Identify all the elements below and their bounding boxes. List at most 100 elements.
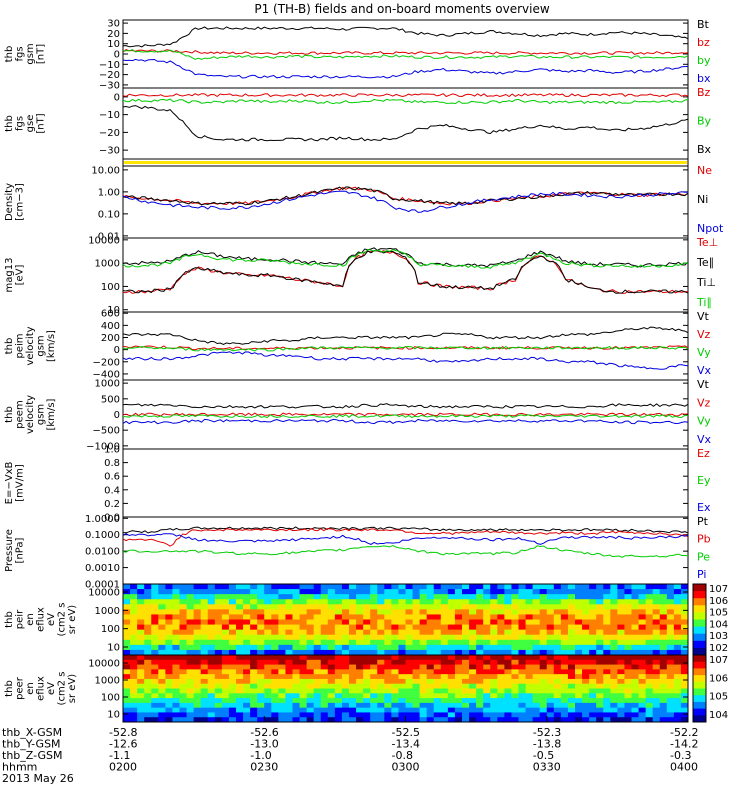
spectrogram-cell	[250, 674, 258, 680]
spectrogram-cell	[123, 659, 131, 666]
spectrogram-cell	[546, 624, 555, 631]
spectrogram-cell	[299, 669, 308, 675]
spectrogram-cell	[186, 664, 195, 670]
spectrogram-cell	[313, 683, 322, 689]
series-line	[122, 93, 689, 98]
spectrogram-cell	[617, 707, 625, 713]
spectrogram-cell	[589, 624, 597, 631]
spectrogram-cell	[193, 589, 202, 595]
spectrogram-cell	[469, 609, 477, 615]
spectrogram-cell	[214, 584, 223, 590]
spectrogram-cell	[285, 609, 293, 615]
spectrogram-cell	[186, 683, 195, 689]
spectrogram-cell	[624, 629, 632, 636]
spectrogram-cell	[462, 674, 470, 680]
spectrogram-cell	[313, 688, 322, 694]
spectrogram-cell	[631, 683, 640, 689]
spectrogram-cell	[271, 674, 279, 680]
spectrogram-cell	[476, 688, 484, 694]
spectrogram-cell	[299, 599, 308, 605]
spectrogram-cell	[525, 664, 534, 670]
spectrogram-cell	[440, 674, 449, 680]
spectrogram-cell	[264, 669, 272, 675]
spectrogram-cell	[624, 669, 632, 675]
spectrogram-cell	[271, 619, 279, 626]
spectrogram-cell	[327, 644, 336, 651]
spectrogram-cell	[567, 604, 576, 610]
spectrogram-cell	[257, 619, 265, 626]
spectrogram-cell	[165, 659, 173, 666]
colorbar-segment	[693, 594, 706, 599]
spectrogram-cell	[603, 629, 611, 636]
spectrogram-cell	[313, 594, 322, 600]
spectrogram-cell	[645, 619, 654, 626]
spectrogram-cell	[532, 655, 541, 661]
spectrogram-cell	[405, 693, 414, 699]
spectrogram-cell	[377, 664, 385, 670]
spectrogram-cell	[511, 698, 519, 704]
spectrogram-cell	[221, 698, 230, 704]
spectrogram-cell	[377, 594, 385, 600]
spectrogram-cell	[250, 594, 258, 600]
spectrogram-cell	[546, 659, 555, 666]
spectrogram-cell	[228, 599, 237, 605]
series-line	[122, 250, 689, 294]
spectrogram-cell	[200, 639, 209, 646]
spectrogram-cell	[645, 614, 654, 620]
spectrogram-cell	[228, 678, 237, 685]
spectrogram-cell	[596, 629, 604, 636]
spectrogram-cell	[299, 594, 308, 600]
spectrogram-cell	[391, 599, 399, 605]
spectrogram-cell	[462, 655, 470, 661]
spectrogram-cell	[356, 629, 364, 636]
spectrogram-cell	[292, 683, 301, 689]
spectrogram-cell	[349, 634, 357, 641]
spectrogram-cell	[582, 702, 590, 709]
spectrogram-cell	[377, 707, 385, 713]
spectrogram-cell	[426, 584, 435, 590]
spectrogram-cell	[454, 619, 463, 626]
spectrogram-cell	[645, 712, 654, 718]
spectrogram-cell	[271, 655, 279, 661]
spectrogram-cell	[398, 683, 406, 689]
spectrogram-cell	[645, 693, 654, 699]
spectrogram-cell	[469, 688, 477, 694]
y-tick-label: 600	[101, 309, 120, 320]
y-axis-label: en	[25, 613, 36, 626]
spectrogram-cell	[426, 698, 435, 704]
spectrogram-cell	[363, 599, 371, 605]
spectrogram-cell	[666, 619, 675, 626]
spectrogram-cell	[603, 664, 611, 670]
spectrogram-cell	[200, 584, 209, 590]
spectrogram-cell	[144, 624, 152, 631]
spectrogram-cell	[370, 702, 378, 709]
spectrogram-cell	[200, 698, 209, 704]
spectrogram-cell	[320, 702, 329, 709]
spectrogram-cell	[306, 674, 315, 680]
spectrogram-cell	[659, 624, 668, 631]
spectrogram-cell	[370, 609, 378, 615]
spectrogram-cell	[553, 629, 562, 636]
spectrogram-cell	[137, 664, 145, 670]
spectrogram-cell	[221, 693, 230, 699]
spectrogram-cell	[271, 664, 279, 670]
spectrogram-cell	[243, 712, 251, 718]
spectrogram-cell	[525, 584, 534, 590]
spectrogram-cell	[370, 698, 378, 704]
spectrogram-cell	[257, 584, 265, 590]
spectrogram-cell	[292, 664, 301, 670]
spectrogram-cell	[370, 604, 378, 610]
spectrogram-cell	[398, 589, 406, 595]
spectrogram-cell	[356, 604, 364, 610]
spectrogram-cell	[532, 669, 541, 675]
spectrogram-cell	[398, 664, 406, 670]
spectrogram-cell	[567, 693, 576, 699]
spectrogram-cell	[349, 649, 357, 656]
spectrogram-cell	[179, 619, 188, 626]
spectrogram-cell	[151, 683, 159, 689]
spectrogram-cell	[532, 698, 541, 704]
legend-entry: Pi	[697, 568, 706, 581]
y-tick-label: −20	[99, 70, 120, 81]
spectrogram-cell	[511, 688, 519, 694]
spectrogram-cell	[377, 674, 385, 680]
